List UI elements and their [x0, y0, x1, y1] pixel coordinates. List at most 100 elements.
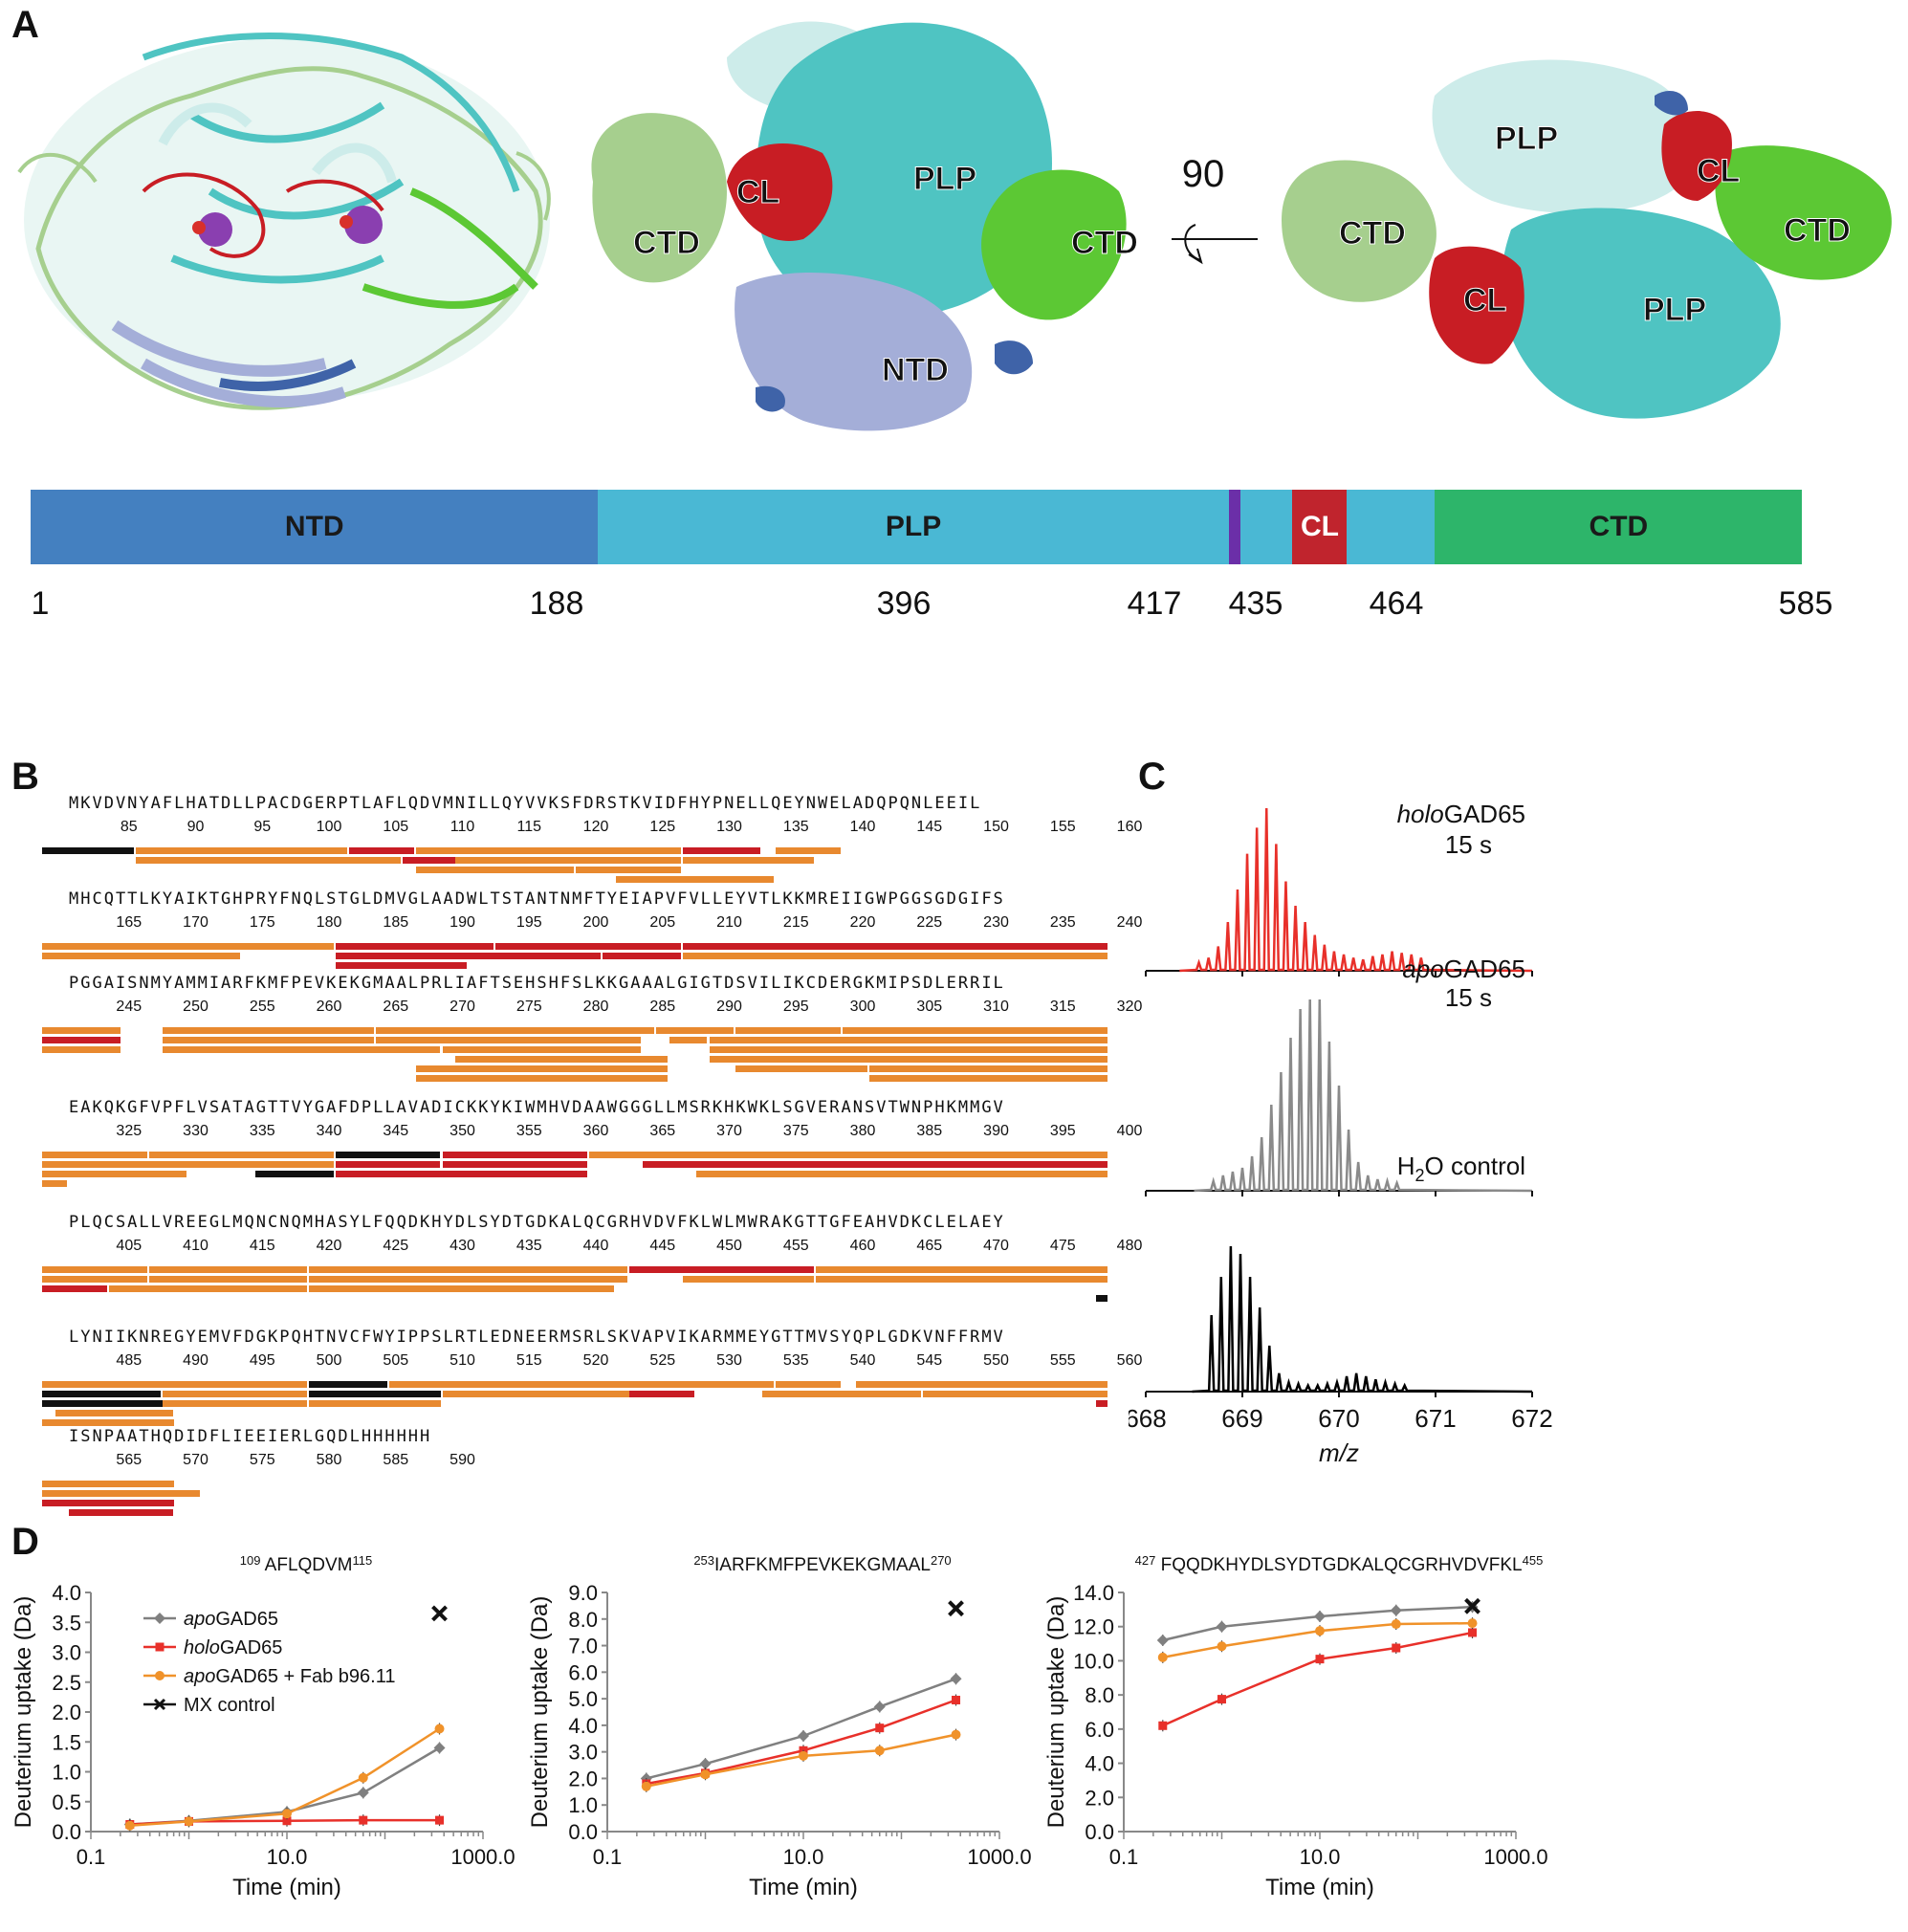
peptide-bar	[855, 1381, 1108, 1388]
domain-segment: NTD	[31, 490, 599, 564]
y-tick-label: 3.0	[568, 1741, 598, 1765]
peptide-bar	[868, 1065, 1108, 1072]
surface-label-plp: PLP	[912, 161, 977, 198]
sequence-row-numbers: 485 490 495 500 505 510 515 520 525 530 535 540 545 5…	[0, 1352, 1142, 1372]
rotated-label-ctd-left: CTD	[1339, 215, 1407, 252]
peptide-bar	[135, 847, 347, 854]
x-tick-label: 1000.0	[967, 1845, 1031, 1869]
peptide-bar	[42, 1046, 121, 1053]
surface-label-ctd-right: CTD	[1071, 225, 1139, 262]
y-tick-label: 0.0	[1085, 1820, 1114, 1844]
y-tick-label: 0.5	[52, 1790, 81, 1814]
residue-number: 335	[249, 1123, 275, 1139]
data-point	[700, 1769, 711, 1780]
peptide-bar	[148, 1152, 334, 1158]
residue-number: 425	[383, 1238, 409, 1254]
data-point	[282, 1809, 292, 1819]
peptide-bar	[415, 867, 574, 873]
residue-number: 455	[782, 1238, 809, 1254]
data-point	[874, 1745, 885, 1756]
peptide-bar	[108, 1285, 307, 1292]
data-point	[435, 1815, 445, 1825]
sequence-row-numbers: 325 330 335 340 345 350 355 360 365 370 375 380 385 3…	[0, 1123, 1142, 1142]
residue-number: 165	[116, 914, 143, 931]
ribbon-cartoon	[17, 33, 551, 410]
uptake-plot-3: 427 FQQDKHYDLSYDTGDKALQCGRHVDVFKL455 0.0 2…	[1043, 1553, 1548, 1900]
spectrum-trace	[1179, 807, 1533, 973]
peptide-bar	[309, 1391, 441, 1397]
peptide-bar	[162, 1027, 374, 1034]
peptide-bar	[442, 1161, 587, 1168]
y-tick-label: 1.0	[52, 1761, 81, 1785]
data-point	[1156, 1635, 1169, 1646]
peptide-bar	[735, 1027, 841, 1034]
peptide-bar	[682, 847, 761, 854]
sequence-row-text: PLQCSALLVREEGLMQNCNQMHASYLFQQDKHYDLSYDTG…	[69, 1213, 1005, 1232]
mx-control-marker	[431, 1605, 448, 1622]
residue-number: 110	[450, 819, 475, 835]
spectrum-x-tick-label: 671	[1415, 1404, 1456, 1433]
data-point	[952, 1696, 961, 1704]
residue-number: 515	[515, 1352, 542, 1369]
x-tick-label: 0.1	[593, 1845, 623, 1869]
data-point	[1216, 1620, 1228, 1633]
data-point	[124, 1820, 135, 1831]
domain-position-label: 1	[31, 585, 50, 622]
residue-number: 140	[849, 819, 876, 835]
residue-number: 490	[183, 1352, 208, 1369]
data-point	[1392, 1643, 1401, 1653]
peptide-bar	[42, 1500, 174, 1506]
y-tick-label: 2.5	[52, 1671, 81, 1695]
peptide-bar	[309, 1285, 614, 1292]
residue-number: 430	[450, 1238, 475, 1254]
residue-number: 495	[249, 1352, 275, 1369]
peptide-bar	[843, 1027, 1108, 1034]
residue-number: 205	[649, 914, 676, 931]
peptide-bar	[42, 1152, 147, 1158]
peptide-bar	[42, 1419, 174, 1426]
peptide-bar	[682, 1276, 815, 1283]
data-point	[1467, 1618, 1478, 1629]
y-axis-label: Deuterium uptake (Da)	[1043, 1596, 1069, 1829]
peptide-bar	[682, 943, 1108, 950]
legend-label: apoGAD65 + Fab b96.11	[184, 1666, 395, 1687]
mx-control-marker	[948, 1600, 964, 1617]
peptide-bar	[442, 1391, 681, 1397]
residue-number: 530	[716, 1352, 742, 1369]
peptide-bar	[348, 847, 414, 854]
peptide-bar	[42, 1266, 147, 1273]
peptide-bar	[162, 1400, 307, 1407]
y-tick-label: 1.5	[52, 1730, 81, 1754]
residue-number: 250	[183, 999, 208, 1015]
residue-number: 200	[582, 914, 609, 931]
residue-number: 275	[515, 999, 542, 1015]
residue-number: 230	[983, 914, 1009, 931]
residue-number: 580	[316, 1452, 342, 1468]
structure-figure: 90	[17, 21, 1892, 431]
peptide-bar	[1096, 1400, 1108, 1407]
residue-number: 125	[649, 819, 676, 835]
peptide-bar	[42, 1381, 307, 1388]
residue-number: 185	[383, 914, 409, 931]
peptide-bar	[335, 962, 468, 969]
data-point	[1315, 1655, 1325, 1664]
peptide-bar	[42, 1180, 67, 1187]
sequence-row-text: ISNPAATHQDIDFLIEEIERLGQDLHHHHHH	[69, 1427, 432, 1446]
peptide-bar	[762, 1391, 921, 1397]
x-tick-label: 10.0	[1300, 1845, 1341, 1869]
data-point	[873, 1701, 886, 1713]
spectrum-trace	[1194, 999, 1533, 1193]
x-tick-label: 0.1	[77, 1845, 106, 1869]
peptide-bar	[415, 1065, 668, 1072]
spectrum-x-tick-label: 668	[1129, 1404, 1167, 1433]
legend-marker	[155, 1642, 164, 1652]
sequence-row-numbers: 165 170 175 180 185 190 195 200 205 210 215 220 225 2…	[0, 914, 1142, 933]
residue-number: 240	[1116, 914, 1143, 931]
peptide-bar	[709, 1056, 1108, 1063]
residue-number: 520	[582, 1352, 609, 1369]
residue-number: 325	[116, 1123, 143, 1139]
y-tick-label: 4.0	[52, 1581, 81, 1605]
plot-title: 109 AFLQDVM115	[240, 1553, 373, 1575]
residue-number: 420	[316, 1238, 342, 1254]
residue-number: 180	[316, 914, 342, 931]
